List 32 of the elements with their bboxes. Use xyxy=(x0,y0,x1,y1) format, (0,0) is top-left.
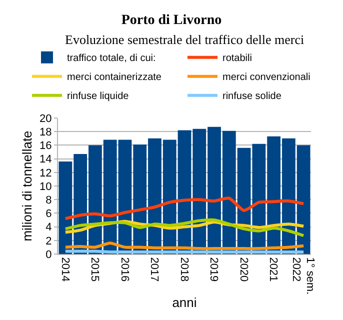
x-tick-label: 2014 xyxy=(58,257,71,282)
x-tick-label: 2017 xyxy=(148,257,160,282)
y-tick-label: 16 xyxy=(40,140,52,152)
y-tick-label: 8 xyxy=(46,194,52,206)
legend-label: rotabili xyxy=(222,53,252,64)
y-tick-label: 2 xyxy=(46,235,52,248)
legend-label: rinfuse liquide xyxy=(67,91,130,102)
legend-label: merci containerizzate xyxy=(67,72,162,84)
y-tick-label: 12 xyxy=(40,167,52,180)
y-tick-label: 0 xyxy=(46,248,52,261)
x-axis-title: anni xyxy=(172,295,197,310)
x-tick-label: 2021 xyxy=(267,257,280,282)
legend-label: rinfuse solide xyxy=(222,91,282,102)
x-tick-label: 2018 xyxy=(178,257,190,282)
chart-subtitle: Evoluzione semestrale del traffico delle merci xyxy=(65,32,304,47)
x-tick-label: 2020 xyxy=(237,257,250,282)
y-tick-label: 14 xyxy=(40,154,52,166)
y-tick-label: 20 xyxy=(40,112,52,125)
y-tick-label: 18 xyxy=(40,126,52,138)
x-tick-label: 2019 xyxy=(208,257,220,282)
y-axis-title: milioni di tonnellate xyxy=(20,130,34,242)
y-tick-label: 6 xyxy=(46,208,52,220)
line-series xyxy=(64,218,306,238)
x-tick-label: 2015 xyxy=(88,257,101,282)
line-series xyxy=(64,196,306,220)
y-tick-label: 10 xyxy=(40,180,52,193)
legend-label: traffico totale, di cui: xyxy=(67,53,156,64)
x-tick-label: 2016 xyxy=(118,257,130,282)
x-tick-label: 1° sem. 2022 xyxy=(290,257,316,295)
chart-title: Porto di Livorno xyxy=(121,13,222,28)
y-tick-label: 4 xyxy=(46,222,52,234)
legend-label: merci convenzionali xyxy=(222,72,310,84)
